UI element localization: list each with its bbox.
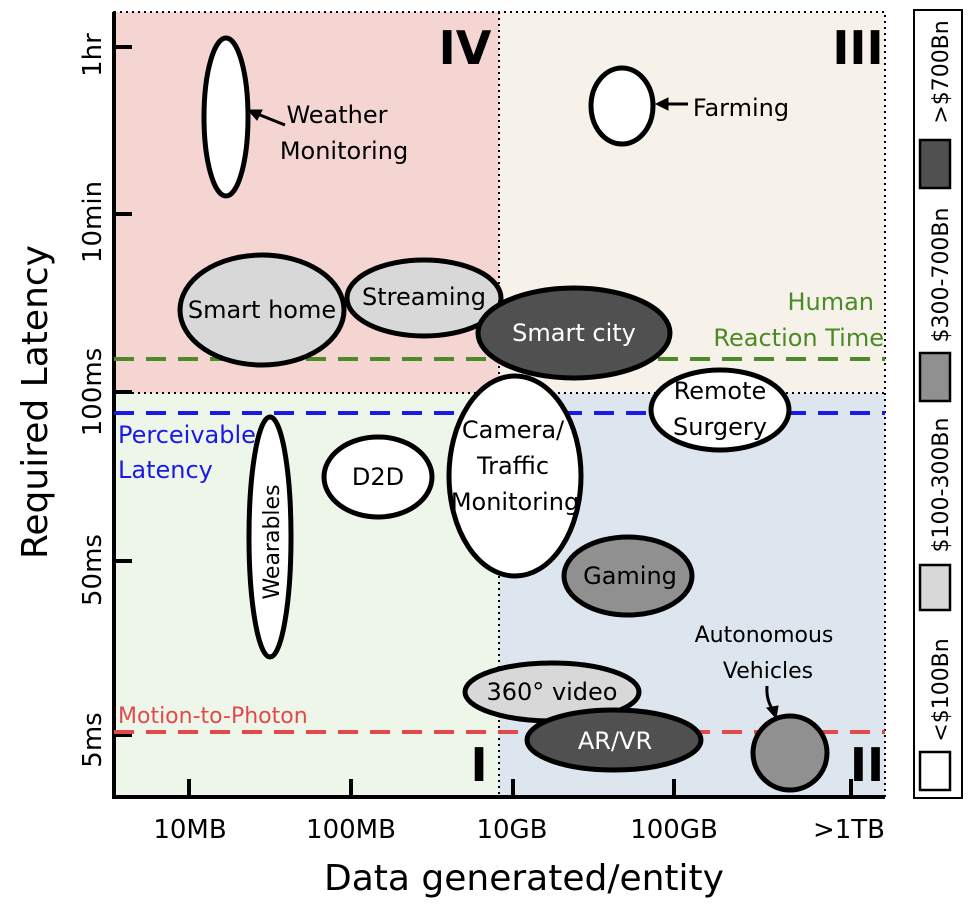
threshold-label: Perceivable xyxy=(118,421,256,449)
app-label: Vehicles xyxy=(723,659,813,684)
app-label: Monitoring xyxy=(280,137,408,165)
app-label: Wearables xyxy=(260,484,285,599)
bubble-remote-surgery xyxy=(648,367,792,453)
y-tick-label: 100ms xyxy=(78,348,108,437)
bubble-streaming xyxy=(344,257,504,339)
bubble-wearables xyxy=(246,414,294,660)
bubble-autonomous-vehicles xyxy=(750,713,830,793)
app-label: D2D xyxy=(352,463,404,491)
quadrant-label-iv: IV xyxy=(439,21,492,75)
bubble-smart-city xyxy=(475,285,673,381)
y-tick-label: 5ms xyxy=(78,712,108,767)
arrow-weather-head xyxy=(246,109,263,121)
app-label: Camera/ xyxy=(462,416,565,444)
x-axis-title: Data generated/entity xyxy=(324,858,724,899)
app-label: Remote xyxy=(674,377,767,405)
y-tick-label: 50ms xyxy=(78,534,108,606)
y-axis-title: Required Latency xyxy=(15,245,56,559)
legend-swatch-gt700 xyxy=(918,138,952,190)
x-tick-label: 10MB xyxy=(153,815,226,845)
app-label: AR/VR xyxy=(578,727,652,755)
app-label: Monitoring xyxy=(451,488,579,516)
quadrant-label-iii: III xyxy=(832,21,883,75)
app-label: Streaming xyxy=(362,283,486,311)
threshold-label: Human xyxy=(787,288,874,316)
quadrant-labels: IV III I II xyxy=(439,21,884,792)
x-tick-label: 10GB xyxy=(476,815,547,845)
quadrant-label-i: I xyxy=(470,738,487,792)
legend-swatch-lt100 xyxy=(918,750,952,792)
x-tick-label: >1TB xyxy=(813,815,885,845)
arrow-autonomous-head xyxy=(766,705,779,720)
legend: <$100Bn $100-300Bn $300-700Bn >$700Bn xyxy=(913,9,963,799)
bubble-ar-vr xyxy=(524,707,704,773)
threshold-label: Latency xyxy=(118,456,213,484)
app-label: Surgery xyxy=(673,413,767,441)
threshold-label: Reaction Time xyxy=(713,324,884,352)
x-tick-label: 100GB xyxy=(630,815,718,845)
app-label: Weather xyxy=(286,101,387,129)
bubble-camera-traffic xyxy=(446,373,584,579)
bubble-farming xyxy=(588,65,656,147)
bubble-gaming xyxy=(561,534,695,618)
axes xyxy=(112,12,885,799)
app-label: Autonomous xyxy=(695,623,834,648)
legend-label: $300-700Bn xyxy=(929,208,954,343)
quadrant-i-bg xyxy=(114,393,499,796)
threshold-label: Motion-to-Photon xyxy=(118,704,308,729)
x-tick-label: 100MB xyxy=(306,815,396,845)
legend-swatch-100-300 xyxy=(918,563,952,612)
quadrant-label-ii: II xyxy=(850,738,884,792)
y-ticks xyxy=(114,45,132,737)
legend-label: >$700Bn xyxy=(929,20,954,123)
legend-swatch-300-700 xyxy=(918,351,952,403)
app-label: Smart home xyxy=(188,296,336,324)
legend-label: <$100Bn xyxy=(929,638,954,741)
bubble-labels: Weather Monitoring Farming Smart home St… xyxy=(188,94,834,755)
app-label: Traffic xyxy=(476,452,549,480)
app-label: 360° video xyxy=(487,678,618,706)
x-tick-labels: 10MB 100MB 10GB 100GB >1TB xyxy=(153,815,885,845)
x-ticks xyxy=(187,779,853,797)
arrow-farming-head xyxy=(654,97,669,111)
bubble-smart-home xyxy=(177,252,347,368)
bubble-weather-monitoring xyxy=(201,35,251,199)
app-label: Farming xyxy=(693,94,789,122)
app-label: Smart city xyxy=(512,319,636,347)
y-tick-label: 10min xyxy=(78,181,108,263)
app-label: Gaming xyxy=(583,562,677,590)
y-tick-label: 1hr xyxy=(78,33,108,77)
bubbles xyxy=(177,35,830,793)
arrows xyxy=(246,97,779,720)
legend-label: $100-300Bn xyxy=(929,418,954,553)
y-tick-labels: 1hr 10min 100ms 50ms 5ms xyxy=(78,33,108,768)
bubble-d2d xyxy=(321,434,435,520)
